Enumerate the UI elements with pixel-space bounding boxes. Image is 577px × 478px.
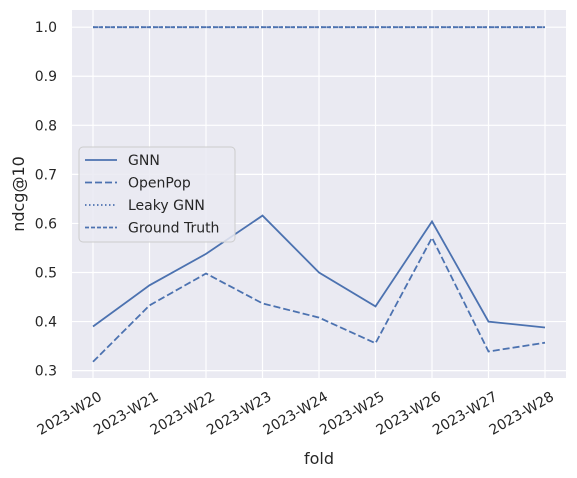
x-axis-label: fold [304, 449, 334, 468]
y-tick-label: 0.6 [35, 216, 57, 232]
legend: GNN OpenPop Leaky GNN Ground Truth [79, 147, 235, 242]
y-tick-label: 0.8 [35, 118, 57, 134]
y-tick-label: 0.9 [35, 69, 57, 85]
legend-label: Leaky GNN [128, 198, 205, 214]
x-tick-label: 2023-W28 [487, 389, 557, 439]
y-axis-label: ndcg@10 [9, 156, 28, 232]
y-tick-label: 0.3 [35, 364, 57, 380]
y-tick-label: 0.7 [35, 167, 57, 183]
y-tick-label: 1.0 [35, 20, 57, 36]
x-tick-labels: 2023-W202023-W212023-W222023-W232023-W24… [35, 389, 557, 439]
y-tick-label: 0.4 [35, 315, 57, 331]
legend-label: GNN [128, 153, 160, 169]
legend-label: Ground Truth [128, 221, 219, 237]
y-tick-labels: 0.3 0.4 0.5 0.6 0.7 0.8 0.9 1.0 [35, 20, 57, 379]
legend-label: OpenPop [128, 176, 191, 192]
y-tick-label: 0.5 [35, 266, 57, 282]
